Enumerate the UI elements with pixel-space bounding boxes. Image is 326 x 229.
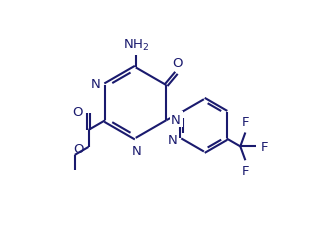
Text: N: N [132,144,142,157]
Text: O: O [172,57,183,69]
Text: N: N [91,78,100,91]
Text: N: N [171,113,181,126]
Text: O: O [72,105,83,118]
Text: F: F [242,116,249,129]
Text: NH$_2$: NH$_2$ [123,38,149,53]
Text: F: F [242,165,249,177]
Text: F: F [260,140,268,153]
Text: N: N [168,134,177,146]
Text: O: O [73,142,83,155]
